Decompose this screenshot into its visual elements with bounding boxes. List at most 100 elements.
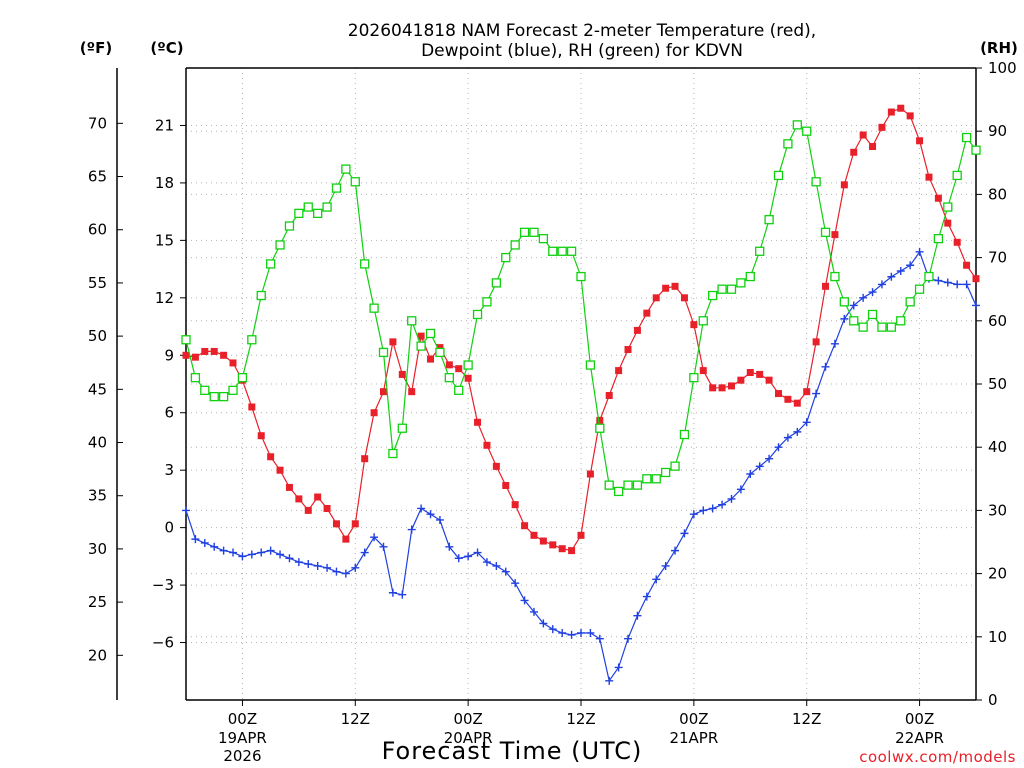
dewpoint-point <box>323 563 332 572</box>
celsius-tick-label: 15 <box>155 231 174 249</box>
dewpoint-point <box>736 485 745 494</box>
date-label: 19APR <box>218 729 267 747</box>
rh-tick-label: 60 <box>988 312 1007 330</box>
date-label: 20APR <box>444 729 493 747</box>
fahrenheit-tick-label: 40 <box>88 434 107 452</box>
temperature-series <box>182 104 980 555</box>
temperature-point <box>812 338 820 346</box>
dewpoint-point <box>642 592 651 601</box>
dewpoint-point <box>624 634 633 643</box>
temperature-point <box>586 470 594 478</box>
dewpoint-point <box>802 418 811 427</box>
rh-point <box>181 335 191 345</box>
celsius-tick-label: −6 <box>152 634 174 652</box>
rh-point <box>773 170 784 181</box>
dewpoint-point <box>652 575 661 584</box>
rh-point <box>943 202 953 212</box>
dewpoint-point <box>699 506 708 515</box>
dewpoint-point <box>191 535 200 544</box>
rh-point <box>538 233 549 244</box>
temperature-point <box>793 399 801 407</box>
rh-point <box>265 259 276 269</box>
temperature-point <box>596 416 604 424</box>
rh-point <box>472 309 483 320</box>
rh-point <box>914 284 925 294</box>
dewpoint-point <box>906 261 915 270</box>
time-tick-label: 00Z <box>679 710 708 728</box>
dewpoint-point <box>877 280 886 289</box>
dewpoint-point <box>229 548 238 557</box>
dewpoint-point <box>266 546 275 555</box>
temperature-point <box>859 131 867 139</box>
temperature-point <box>633 326 641 334</box>
rh-point <box>623 480 633 490</box>
temperature-point <box>417 332 425 340</box>
temperature-point <box>963 261 971 269</box>
rh-point <box>952 170 962 181</box>
rh-tick-label: 30 <box>988 501 1007 519</box>
time-tick-label: 12Z <box>792 710 821 728</box>
temperature-point <box>351 520 359 528</box>
dewpoint-point <box>473 548 482 557</box>
temperature-point <box>455 365 463 373</box>
temperature-point <box>709 384 717 392</box>
temperature-point <box>605 391 613 399</box>
temperature-point <box>267 453 275 461</box>
rh-point <box>275 240 285 250</box>
dewpoint-point <box>247 550 256 559</box>
rh-point <box>247 335 257 345</box>
temperature-point <box>539 537 547 545</box>
dewpoint-point <box>435 515 444 524</box>
dewpoint-point <box>821 362 830 371</box>
rh-point <box>802 126 812 136</box>
rh-point <box>425 328 436 339</box>
temperature-point <box>699 367 707 375</box>
rh-point <box>924 271 934 282</box>
dewpoint-point <box>671 546 680 555</box>
temperature-point <box>295 495 303 503</box>
temperature-point <box>530 531 538 539</box>
temperature-point <box>361 455 369 463</box>
rh-point <box>388 448 398 459</box>
temperature-point <box>887 108 895 116</box>
temperature-point <box>398 370 406 378</box>
dewpoint-point <box>783 433 792 442</box>
dewpoint-point <box>943 278 952 287</box>
dewpoint-point <box>285 554 294 563</box>
temperature-point <box>784 395 792 403</box>
source-credit: coolwx.com/models <box>859 748 1016 766</box>
dewpoint-point <box>548 625 557 634</box>
temperature-point <box>323 504 331 512</box>
temperature-point <box>624 346 632 354</box>
temperature-point <box>182 351 190 359</box>
rh-point <box>755 246 765 256</box>
rh-point <box>284 221 295 231</box>
dewpoint-point <box>501 567 510 576</box>
temperature-point <box>652 294 660 302</box>
dewpoint-point <box>680 529 689 538</box>
rh-point <box>849 316 859 326</box>
rh-point <box>407 316 417 326</box>
temperature-point <box>775 390 782 398</box>
rh-point <box>491 278 502 288</box>
rh-point <box>886 322 897 332</box>
dewpoint-point <box>605 676 614 685</box>
dewpoint-point <box>445 542 454 551</box>
dewpoint-point <box>774 443 783 452</box>
rh-point <box>764 215 774 225</box>
rh-point <box>397 423 407 433</box>
temperature-point <box>389 338 397 346</box>
rh-tick-label: 70 <box>988 249 1007 267</box>
temperature-point <box>332 520 340 528</box>
dewpoint-point <box>454 554 463 563</box>
celsius-axis-unit: (ºC) <box>150 39 183 57</box>
dewpoint-point <box>840 314 849 323</box>
rh-point <box>303 202 313 212</box>
dewpoint-point <box>953 280 962 289</box>
temperature-point <box>934 194 942 202</box>
rh-point <box>576 271 586 282</box>
rh-point <box>698 316 708 326</box>
temperature-point <box>671 282 679 290</box>
temperature-point <box>502 482 510 490</box>
rh-point <box>322 202 332 212</box>
